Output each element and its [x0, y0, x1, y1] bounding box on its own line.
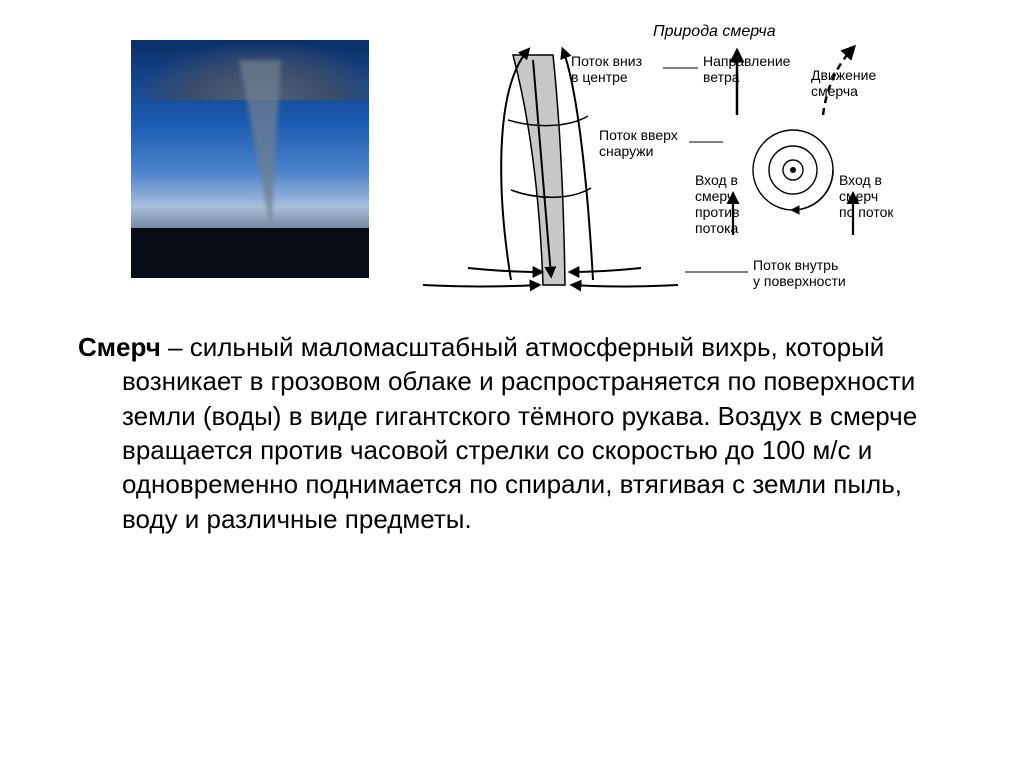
spiral-rotation-arrow	[793, 170, 833, 210]
plan-spiral	[753, 130, 833, 210]
lbl-down-center-1: Поток вниз	[571, 53, 642, 69]
lbl-wind-dir-1: Направление	[703, 53, 791, 69]
lbl-move-1: Движение	[811, 67, 876, 83]
arrow-inflow-right	[573, 285, 678, 287]
lbl-up-out-1: Поток вверх	[599, 127, 678, 143]
lbl-in-ccw-2: смерч	[695, 188, 734, 204]
lbl-in-ccw-1: Вход в	[695, 172, 738, 188]
diagram-svg: Природа смерча Поток вниз в центре	[393, 20, 893, 300]
body-rest: – сильный маломасштабный атмосферный вих…	[122, 332, 917, 534]
arrow-inflow-left2	[468, 268, 541, 272]
photo-ground	[131, 228, 369, 278]
slide: Природа смерча Поток вниз в центре	[0, 0, 1024, 767]
lbl-in-cw-3: по потоку	[839, 204, 893, 220]
lbl-in-cw-1: Вход в	[839, 172, 882, 188]
images-row: Природа смерча Поток вниз в центре	[0, 20, 1024, 305]
lbl-down-center-2: в центре	[571, 69, 628, 85]
diagram-title: Природа смерча	[653, 23, 776, 40]
lbl-in-ccw-3: против	[695, 204, 740, 220]
body-paragraph: Смерч – сильный маломасштабный атмосферн…	[78, 330, 946, 536]
tornado-photo	[131, 40, 369, 278]
lbl-up-out-2: снаружи	[599, 143, 654, 159]
tornado-diagram: Природа смерча Поток вниз в центре	[393, 20, 893, 300]
lbl-in-cw-2: смерч	[839, 188, 878, 204]
photo-funnel	[239, 60, 281, 230]
lbl-move-2: смерча	[811, 83, 858, 99]
lbl-in-ccw-4: потока	[695, 220, 739, 236]
lbl-surf-2: у поверхности	[753, 273, 846, 289]
funnel-shape	[513, 55, 565, 285]
lbl-wind-dir-2: ветра	[703, 69, 740, 85]
arrow-inflow-left	[423, 285, 538, 287]
lbl-surf-1: Поток внутрь	[753, 257, 838, 273]
arrow-inflow-right2	[571, 268, 641, 272]
term: Смерч	[78, 332, 161, 362]
